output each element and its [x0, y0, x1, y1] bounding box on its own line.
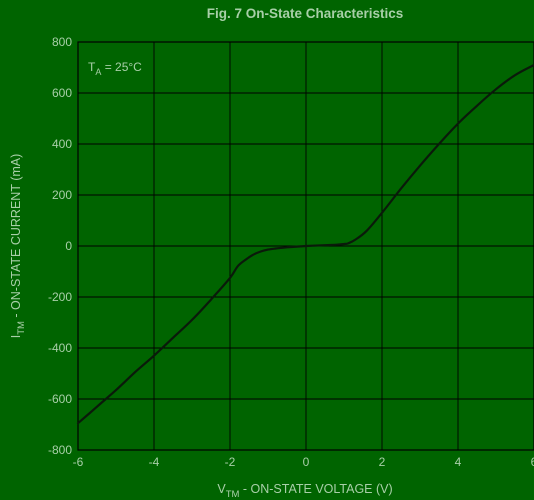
y-tick-label: -200 — [48, 290, 72, 304]
chart-title: Fig. 7 On-State Characteristics — [207, 6, 404, 21]
temperature-annotation: TA = 25°C — [88, 60, 142, 77]
y-label-rest: - ON-STATE CURRENT (mA) — [9, 154, 23, 321]
y-tick-label: 0 — [65, 239, 72, 253]
y-tick-label: -600 — [48, 392, 72, 406]
plot-frame — [77, 41, 534, 451]
x-tick-label: 6 — [531, 455, 534, 469]
y-axis-label: ITM - ON-STATE CURRENT (mA) — [9, 154, 27, 339]
y-tick-label: -400 — [48, 341, 72, 355]
y-tick-label: 400 — [52, 137, 72, 151]
y-tick-label: 600 — [52, 86, 72, 100]
series-line — [76, 63, 534, 425]
x-tick-label: 4 — [455, 455, 462, 469]
x-tick-label: 0 — [303, 455, 310, 469]
y-tick-label: -800 — [48, 443, 72, 457]
x-label-main: V — [217, 482, 226, 496]
x-label-rest: - ON-STATE VOLTAGE (V) — [239, 482, 392, 496]
y-tick-label: 200 — [52, 188, 72, 202]
annotation-main: T — [88, 60, 96, 74]
x-tick-label: -4 — [149, 455, 160, 469]
y-label-sub: TM — [16, 321, 27, 335]
y-label-main: I — [9, 335, 23, 338]
x-tick-label: -6 — [73, 455, 84, 469]
y-tick-label: 800 — [52, 35, 72, 49]
annotation-sub: A — [95, 67, 101, 77]
x-label-sub: TM — [226, 489, 240, 500]
x-tick-label: 2 — [379, 455, 386, 469]
annotation-rest: = 25°C — [101, 60, 142, 74]
x-tick-label: -2 — [225, 455, 236, 469]
tick-labels: -6 -4 -2 0 2 4 6 800 600 400 200 0 -200 -400 -600 -800 — [48, 35, 534, 469]
x-axis-label: VTM - ON-STATE VOLTAGE (V) — [217, 482, 392, 500]
